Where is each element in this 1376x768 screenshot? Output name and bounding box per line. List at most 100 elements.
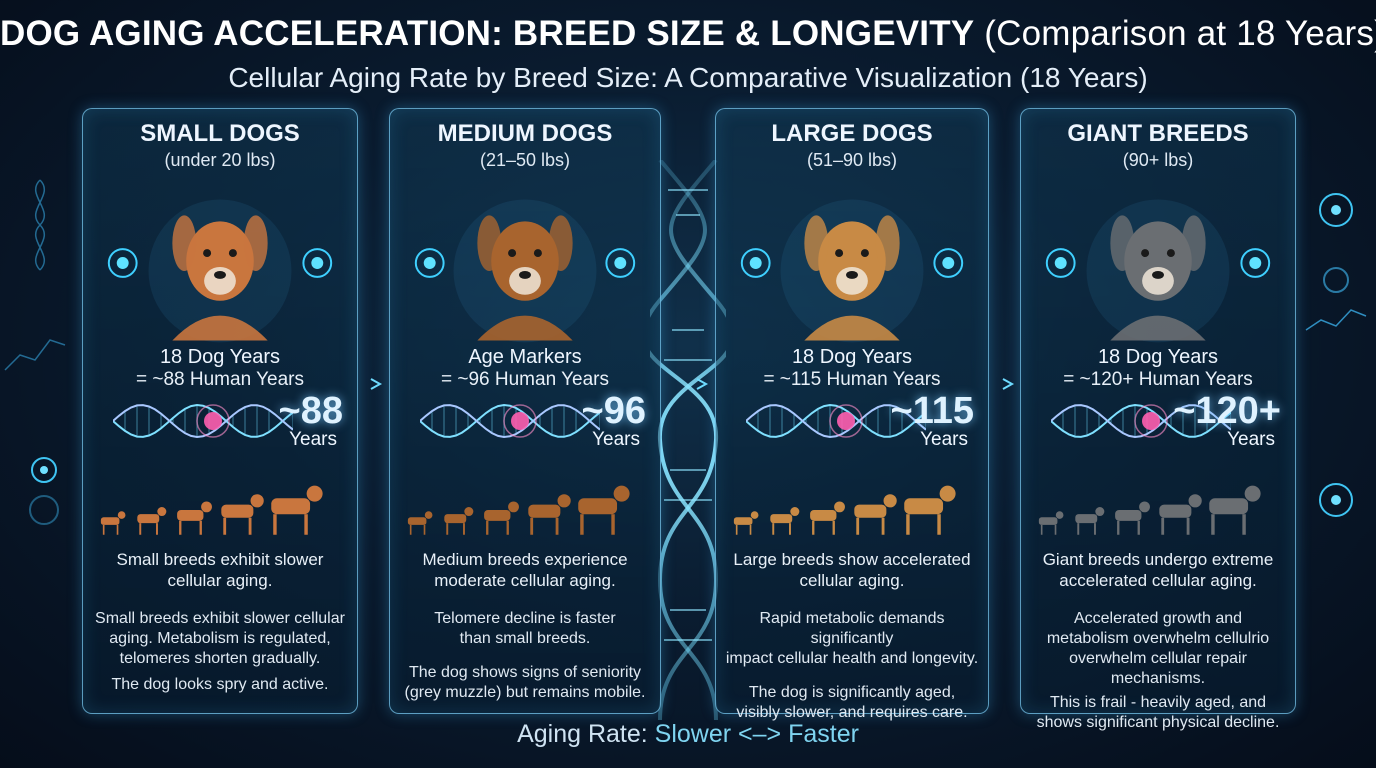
arrow-right-icon <box>696 378 709 390</box>
dog-silhouette-icon <box>484 509 511 521</box>
dog-portrait-image <box>107 199 333 343</box>
panel-heading: GIANT BREEDS <box>1067 120 1249 147</box>
arrow-right-icon <box>370 378 383 390</box>
panel-summary: Giant breeds undergo extreme accelerated… <box>1021 549 1295 591</box>
panel-age-line: 18 Dog Years <box>1097 346 1219 368</box>
human-years-value: ~96 <box>581 390 646 432</box>
left-tech-decoration <box>4 179 66 525</box>
dog-silhouette-icon <box>1209 498 1249 515</box>
note-line: The dog looks spry and active. <box>111 676 329 693</box>
glow-node-icon <box>107 248 138 278</box>
human-years-unit: Years <box>1227 429 1275 450</box>
glow-node-icon <box>511 412 529 430</box>
note-line: shows significant physical decline. <box>1036 714 1280 731</box>
panel-heading: LARGE DOGS <box>771 120 933 147</box>
glow-node-icon <box>414 248 445 278</box>
panel-detail: Rapid metabolic demands significantly im… <box>716 609 988 723</box>
note-line: (grey muzzle) but remains mobile. <box>404 684 646 701</box>
glow-node-icon <box>116 257 129 269</box>
panel-weight-range: (under 20 lbs) <box>164 150 276 170</box>
glow-node-icon <box>837 412 855 430</box>
dog-body <box>1110 315 1206 341</box>
dog-eye <box>860 249 869 258</box>
glow-node-icon <box>423 257 436 269</box>
detail-line: Small breeds exhibit slower cellular <box>95 610 345 627</box>
summary-line: cellular aging. <box>799 571 905 590</box>
glow-node-icon <box>749 257 762 269</box>
glow-node-icon <box>1054 257 1067 269</box>
detail-line: aging. Metabolism is regulated, <box>109 630 331 647</box>
human-years-value: ~120+ <box>1173 390 1281 432</box>
dog-ear <box>804 215 829 271</box>
panel-giant-breeds: GIANT BREEDS (90+ lbs) 18 Dog Years = ~1… <box>1020 108 1296 731</box>
dog-eye <box>1141 249 1150 258</box>
dog-silhouette-icon <box>770 514 793 524</box>
glow-node-icon <box>933 248 964 278</box>
dog-silhouette-icon <box>407 517 427 525</box>
dog-silhouette-icon <box>904 498 944 515</box>
dog-eye <box>1166 249 1175 258</box>
title-main: DOG AGING ACCELERATION: BREED SIZE & LON… <box>0 14 975 53</box>
dog-eye <box>203 249 212 258</box>
dog-eye <box>228 249 237 258</box>
dog-silhouette-icon <box>854 504 887 518</box>
panel-human-years-line: = ~88 Human Years <box>136 369 304 390</box>
panel-small-dogs: SMALL DOGS (under 20 lbs) 18 Dog Years =… <box>82 108 358 714</box>
dog-ear <box>477 215 502 271</box>
dog-nose <box>214 270 226 279</box>
panel-detail: Telomere decline is faster than small br… <box>390 609 660 703</box>
panel-summary: Large breeds show accelerated cellular a… <box>716 549 988 591</box>
glow-node-icon <box>1240 248 1271 278</box>
dog-nose <box>846 270 858 279</box>
dog-ear <box>172 215 197 271</box>
dog-silhouette-icon <box>271 498 311 515</box>
detail-line: Telomere decline is faster <box>434 610 616 627</box>
note-line: This is frail - heavily aged, and <box>1049 694 1267 711</box>
panel-detail: Small breeds exhibit slower cellular agi… <box>83 609 357 695</box>
summary-line: Medium breeds experience <box>422 550 628 569</box>
dog-eye <box>835 249 844 258</box>
glow-node-icon <box>204 412 222 430</box>
page-subtitle: Cellular Aging Rate by Breed Size: A Com… <box>228 62 1148 93</box>
dna-helix-icon <box>746 403 926 439</box>
dog-ear <box>1181 215 1206 271</box>
dog-silhouette-icon <box>1075 514 1098 524</box>
scale-value: Slower <–> Faster <box>654 720 859 748</box>
summary-line: moderate cellular aging. <box>434 571 616 590</box>
dog-lifecycle-silhouettes <box>407 485 630 535</box>
dog-silhouette-icon <box>137 514 160 524</box>
dog-ear <box>1110 215 1135 271</box>
dog-muzzle <box>204 266 236 295</box>
detail-line: telomeres shorten gradually. <box>119 650 321 667</box>
scale-label: Aging Rate: <box>517 720 655 748</box>
dog-portrait-image <box>740 199 964 343</box>
human-years-unit: Years <box>592 429 640 450</box>
panel-heading: MEDIUM DOGS <box>437 120 613 147</box>
title-suffix: (Comparison at 18 Years) <box>984 14 1376 53</box>
glow-node-icon <box>614 257 627 269</box>
dog-silhouette-icon <box>810 509 837 521</box>
dna-helix-icon <box>420 403 600 439</box>
aging-rate-scale: Aging Rate: Slower <–> Faster <box>0 718 1376 750</box>
dog-silhouette-icon <box>1038 517 1058 525</box>
human-years-unit: Years <box>920 429 968 450</box>
dog-ear <box>548 215 573 271</box>
panel-human-years-line: = ~96 Human Years <box>441 369 609 390</box>
dog-ear <box>875 215 900 271</box>
human-years-value: ~115 <box>890 390 975 432</box>
dog-lifecycle-silhouettes <box>733 485 956 535</box>
glow-node-icon <box>302 248 333 278</box>
dog-head <box>1124 221 1192 301</box>
panel-age-line: 18 Dog Years <box>159 346 281 368</box>
dog-body <box>477 315 573 341</box>
dna-helix-icon <box>1051 403 1231 439</box>
panel-medium-dogs: MEDIUM DOGS (21–50 lbs) Age Markers = ~9… <box>389 108 661 714</box>
dog-silhouette-icon <box>578 498 618 515</box>
arrow-right-icon <box>1002 378 1015 390</box>
summary-line: Large breeds show accelerated <box>733 550 971 569</box>
glow-node-icon <box>311 257 324 269</box>
summary-line: accelerated cellular aging. <box>1059 571 1257 590</box>
dog-muzzle <box>509 266 541 295</box>
dog-nose <box>519 270 531 279</box>
dog-ear <box>243 215 268 271</box>
